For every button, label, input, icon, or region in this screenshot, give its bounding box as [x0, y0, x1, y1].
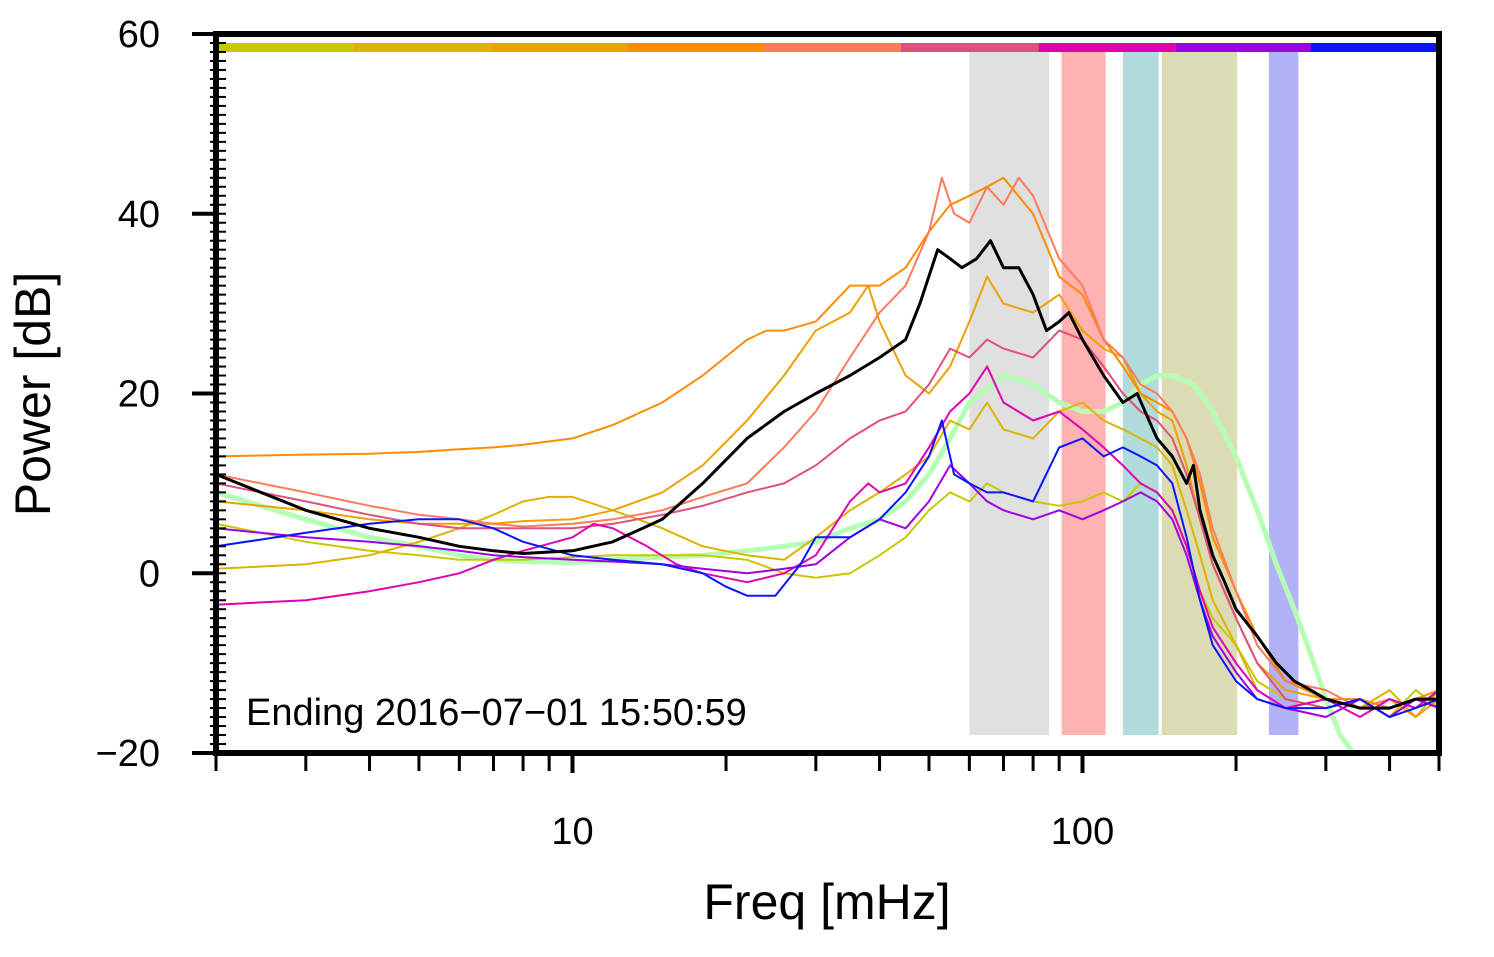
spectrum-series [216, 176, 1439, 753]
color-strip-segment-4 [627, 43, 765, 52]
frequency-bands [969, 51, 1299, 736]
color-strip [216, 43, 1439, 52]
frequency-band-2 [1061, 51, 1106, 736]
color-strip-segment-8 [1175, 43, 1311, 52]
minor-ticks [210, 33, 226, 754]
y-tick-label: 20 [118, 374, 160, 416]
series-line-2 [216, 482, 1439, 718]
series-line-6 [216, 176, 1439, 710]
series-line-5 [216, 176, 1439, 710]
color-strip-segment-9 [1310, 43, 1439, 52]
x-axis-label: Freq [mHz] [703, 874, 950, 930]
y-tick-label: −20 [96, 733, 160, 775]
color-strip-segment-2 [352, 43, 491, 52]
series-line-8 [216, 365, 1439, 718]
color-strip-segment-6 [900, 43, 1039, 52]
series-line-11 [216, 239, 1439, 710]
x-axis-ticks: 10 100 [214, 753, 1441, 853]
y-axis-label: Power [dB] [5, 272, 61, 517]
timestamp-annotation: Ending 2016−07−01 15:50:59 [246, 692, 747, 734]
series-line-1 [216, 373, 1356, 753]
x-tick-label: 10 [551, 811, 593, 853]
color-strip-segment-7 [1038, 43, 1176, 52]
y-axis-ticks: −20 0 20 40 60 [96, 14, 216, 775]
y-tick-label: 40 [118, 194, 160, 236]
frequency-band-5 [1268, 51, 1299, 736]
series-line-9 [216, 464, 1439, 718]
series-line-3 [216, 401, 1439, 718]
y-tick-label: 0 [139, 553, 160, 595]
series-line-7 [216, 329, 1439, 718]
series-line-4 [216, 275, 1439, 718]
color-strip-segment-3 [490, 43, 628, 52]
x-tick-label: 100 [1051, 811, 1114, 853]
y-tick-label: 60 [118, 14, 160, 56]
series-line-10 [216, 419, 1439, 718]
color-strip-segment-1 [216, 43, 353, 52]
color-strip-segment-5 [764, 43, 901, 52]
